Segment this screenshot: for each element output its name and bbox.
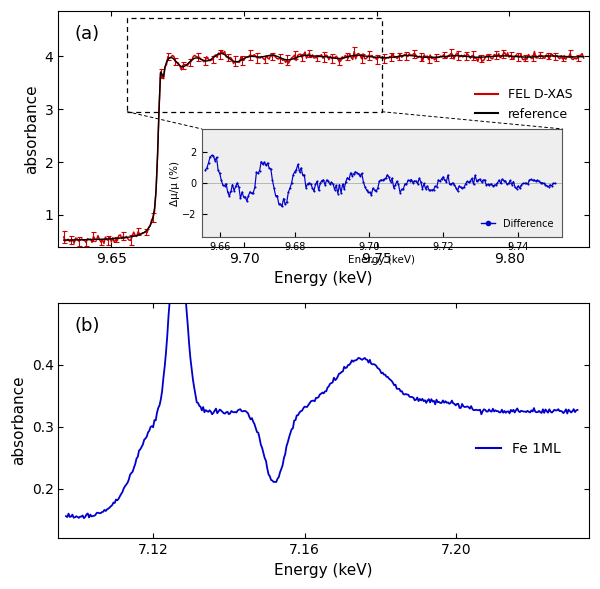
FEL D-XAS <box>560 52 568 59</box>
FEL D-XAS <box>303 55 310 62</box>
FEL D-XAS <box>340 55 347 62</box>
Line: FEL D-XAS: FEL D-XAS <box>64 51 584 243</box>
FEL D-XAS <box>580 54 587 61</box>
reference <box>338 55 346 62</box>
reference <box>199 57 206 64</box>
reference <box>368 54 376 61</box>
FEL D-XAS <box>60 233 67 240</box>
reference <box>580 53 587 60</box>
FEL D-XAS <box>218 47 225 54</box>
X-axis label: Energy (keV): Energy (keV) <box>274 271 373 286</box>
Text: (b): (b) <box>74 317 100 335</box>
Legend: Fe 1ML: Fe 1ML <box>470 436 566 462</box>
FEL D-XAS <box>200 58 208 65</box>
reference <box>301 52 308 59</box>
Legend: FEL D-XAS, reference: FEL D-XAS, reference <box>470 83 577 125</box>
FEL D-XAS <box>100 240 107 247</box>
reference <box>574 54 581 61</box>
Y-axis label: absorbance: absorbance <box>24 84 39 174</box>
FEL D-XAS <box>370 54 377 61</box>
X-axis label: Energy (keV): Energy (keV) <box>274 563 373 578</box>
reference <box>60 237 67 244</box>
Text: (a): (a) <box>74 25 100 43</box>
Line: reference: reference <box>64 54 584 240</box>
reference <box>217 50 224 57</box>
FEL D-XAS <box>575 52 583 59</box>
Y-axis label: absorbance: absorbance <box>11 376 26 465</box>
reference <box>559 53 566 60</box>
